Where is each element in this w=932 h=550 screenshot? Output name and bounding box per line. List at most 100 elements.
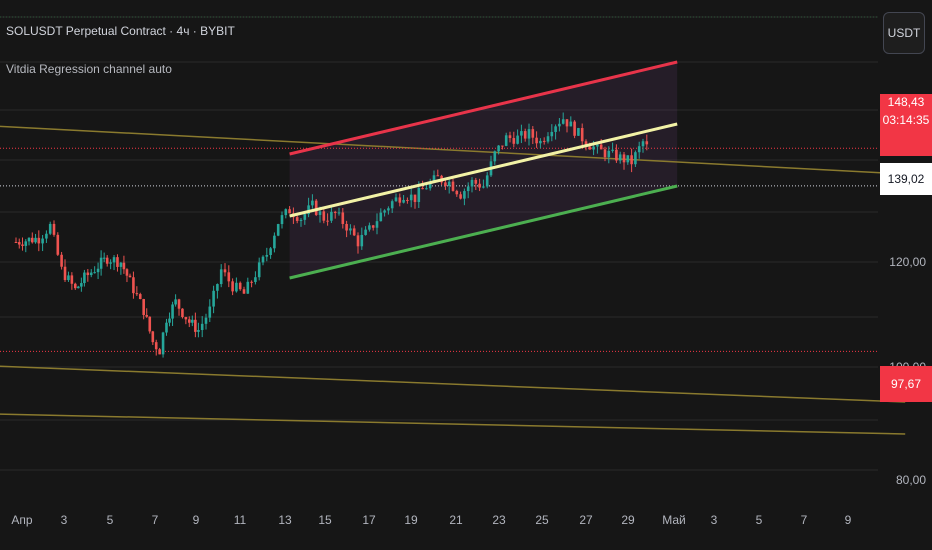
- indicator-label[interactable]: Vitdia Regression channel auto: [6, 62, 172, 76]
- candle-body: [135, 293, 139, 295]
- candle-body: [539, 140, 542, 144]
- candle-body: [596, 144, 599, 147]
- trendline: [0, 413, 906, 435]
- countdown-tag: 03:14:35: [880, 112, 932, 156]
- candle-body: [580, 128, 584, 142]
- candle-body: [168, 318, 171, 323]
- time-tick-label: 5: [106, 513, 114, 527]
- candle-body: [187, 319, 191, 323]
- time-tick-label: Май: [662, 513, 686, 527]
- candle-body: [588, 146, 592, 150]
- time-tick-label: 13: [278, 513, 292, 527]
- candle-body: [261, 256, 265, 263]
- candle-body: [466, 186, 470, 192]
- time-tick-label: 17: [362, 513, 376, 527]
- candle-body: [231, 281, 234, 292]
- candle-body: [67, 275, 70, 281]
- candle-body: [615, 149, 618, 161]
- candle-body: [432, 175, 436, 182]
- time-tick-label: 21: [449, 513, 463, 527]
- candle-body: [550, 131, 554, 137]
- candle-body: [379, 212, 383, 222]
- candle-body: [212, 290, 215, 307]
- channel-upper-line: [289, 60, 678, 156]
- candle-body: [269, 248, 272, 255]
- candle-body: [238, 282, 242, 290]
- channel-middle-line: [289, 122, 678, 218]
- candle-body: [371, 225, 375, 228]
- symbol-title[interactable]: SOLUSDT Perpetual Contract · 4ч · BYBIT: [6, 24, 235, 38]
- time-tick-label: 27: [579, 513, 593, 527]
- candle-body: [356, 235, 360, 247]
- candle-body: [17, 242, 21, 245]
- low-marker-tag: 97,67: [880, 366, 932, 402]
- candle-body: [501, 145, 504, 147]
- candle-body: [102, 257, 106, 259]
- candle-body: [119, 262, 123, 267]
- time-tick-label: 5: [755, 513, 763, 527]
- candle-body: [531, 129, 535, 138]
- candle-body: [165, 322, 168, 333]
- candle-body: [14, 242, 18, 243]
- candle-body: [421, 188, 424, 190]
- candle-body: [200, 323, 204, 331]
- candle-body: [171, 304, 174, 319]
- candle-body: [219, 269, 223, 285]
- candle-body: [618, 154, 622, 161]
- candle-body: [148, 316, 152, 332]
- candle-body: [425, 188, 428, 190]
- candle-body: [112, 257, 116, 263]
- candle-body: [242, 289, 246, 294]
- candle-body: [402, 199, 405, 203]
- time-tick-label: 25: [535, 513, 549, 527]
- candle-body: [364, 229, 367, 235]
- candle-body: [611, 149, 614, 151]
- candle-body: [463, 191, 466, 199]
- currency-button[interactable]: USDT: [883, 12, 925, 54]
- candle-body: [326, 220, 329, 222]
- candle-body: [459, 194, 462, 199]
- candle-body: [93, 272, 96, 274]
- candle-body: [73, 283, 77, 289]
- candle-body: [194, 319, 197, 332]
- candle-body: [599, 144, 603, 150]
- candle-body: [246, 281, 250, 294]
- candle-body: [478, 183, 481, 188]
- candle-body: [584, 141, 588, 147]
- candle-body: [265, 254, 269, 257]
- candle-body: [45, 233, 48, 239]
- time-tick-label: Апр: [11, 513, 33, 527]
- candle-body: [227, 272, 231, 282]
- candle-body: [70, 275, 74, 284]
- candle-body: [626, 155, 630, 163]
- candle-body: [181, 308, 184, 318]
- trendlines: [0, 125, 906, 435]
- price-tick-label: 80,00: [895, 473, 926, 487]
- candle-body: [288, 209, 291, 214]
- candle-body: [109, 262, 112, 264]
- candle-body: [89, 272, 93, 276]
- candle-body: [535, 137, 538, 144]
- crosshair-price-tag: 139,02: [880, 163, 932, 195]
- candle-body: [250, 281, 253, 283]
- candle-body: [63, 266, 67, 281]
- candle-body: [573, 121, 576, 136]
- candle-body: [303, 214, 307, 220]
- candle-body: [154, 342, 158, 350]
- candle-body: [508, 135, 512, 139]
- candle-body: [208, 306, 212, 318]
- trendline: [0, 365, 906, 403]
- time-tick-label: 7: [800, 513, 808, 527]
- candle-body: [161, 332, 165, 355]
- candle-body: [27, 237, 31, 242]
- candle-body: [417, 188, 421, 202]
- candle-body: [284, 209, 288, 216]
- candle-body: [368, 225, 371, 230]
- candle-body: [444, 182, 447, 186]
- candle-body: [96, 268, 100, 273]
- time-tick-label: 19: [404, 513, 418, 527]
- candle-body: [349, 228, 352, 231]
- candle-body: [122, 262, 126, 270]
- candle-body: [561, 119, 565, 124]
